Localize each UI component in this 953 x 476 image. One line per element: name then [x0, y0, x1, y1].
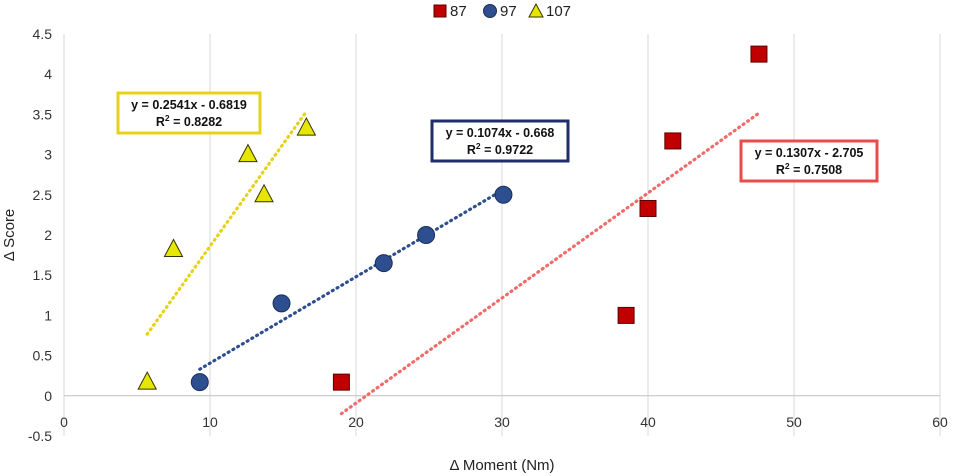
- trendline-87: [339, 111, 761, 416]
- x-tick-label: 0: [60, 414, 68, 430]
- r-squared-text-97: R2 = 0.9722: [467, 141, 533, 157]
- trendline-97: [198, 187, 506, 371]
- data-point-87: [750, 45, 768, 63]
- x-tick-label: 30: [494, 414, 510, 430]
- legend-label: 97: [500, 3, 517, 20]
- x-axis-label: Δ Moment (Nm): [449, 457, 554, 474]
- data-point-107: [163, 238, 184, 257]
- y-tick-label: 3.5: [33, 106, 53, 122]
- data-point-97: [272, 294, 291, 313]
- legend-item-107: 107: [528, 2, 571, 20]
- data-point-87: [617, 306, 635, 324]
- data-point-97: [190, 373, 209, 392]
- y-tick-label: 0.5: [33, 348, 53, 364]
- equation-text-87: y = 0.1307x - 2.705: [755, 146, 864, 160]
- equation-text-97: y = 0.1074x - 0.668: [446, 126, 555, 140]
- legend-item-87: 87: [433, 3, 467, 20]
- legend-marker-square: [433, 4, 447, 18]
- data-point-87: [639, 199, 657, 217]
- r-squared-text-107: R2 = 0.8282: [156, 113, 222, 129]
- data-markers: [137, 45, 768, 392]
- trendline-107: [145, 109, 308, 336]
- legend-marker-triangle: [528, 2, 544, 18]
- y-tick-label: 4: [44, 66, 52, 82]
- equation-text-107: y = 0.2541x - 0.6819: [131, 98, 247, 112]
- data-point-107: [238, 143, 258, 163]
- data-point-87: [332, 373, 350, 391]
- x-tick-label: 40: [640, 414, 656, 430]
- legend-item-97: 97: [483, 3, 517, 20]
- data-point-97: [417, 226, 436, 244]
- r-squared-text-87: R2 = 0.7508: [776, 161, 842, 177]
- x-tick-label: 60: [932, 414, 948, 430]
- data-point-97: [494, 185, 513, 204]
- y-tick-label: -0.5: [28, 428, 52, 444]
- legend: 87 97 107: [433, 2, 571, 20]
- equation-box-97: [430, 119, 570, 163]
- y-axis-label: Δ Score: [1, 209, 18, 262]
- y-tick-label: 4.5: [33, 26, 53, 42]
- x-tick-label: 20: [348, 414, 364, 430]
- data-point-107: [296, 116, 317, 136]
- equation-box-87: [739, 139, 879, 183]
- legend-label: 107: [546, 3, 571, 20]
- equation-box-107: [116, 91, 262, 135]
- y-tick-label: 1.5: [33, 267, 53, 283]
- x-tick-label: 10: [202, 414, 218, 430]
- y-tick-label: 2: [44, 227, 52, 243]
- data-point-107: [254, 183, 274, 203]
- trendlines: [145, 109, 761, 416]
- x-tick-label: 50: [786, 414, 802, 430]
- data-point-87: [664, 132, 682, 150]
- y-tick-label: 0: [44, 388, 52, 404]
- y-tick-label: 1: [44, 307, 52, 323]
- legend-label: 87: [450, 3, 467, 20]
- tick-labels: -0.5 0 0.5 1 1.5 2 2.5 3 3.5 4 4.5 0 10 20 30 40 50 60: [28, 26, 948, 444]
- data-point-97: [374, 254, 393, 273]
- y-tick-label: 3: [44, 147, 52, 163]
- y-tick-label: 2.5: [33, 187, 53, 203]
- data-point-107: [137, 371, 158, 390]
- legend-marker-circle: [483, 4, 497, 18]
